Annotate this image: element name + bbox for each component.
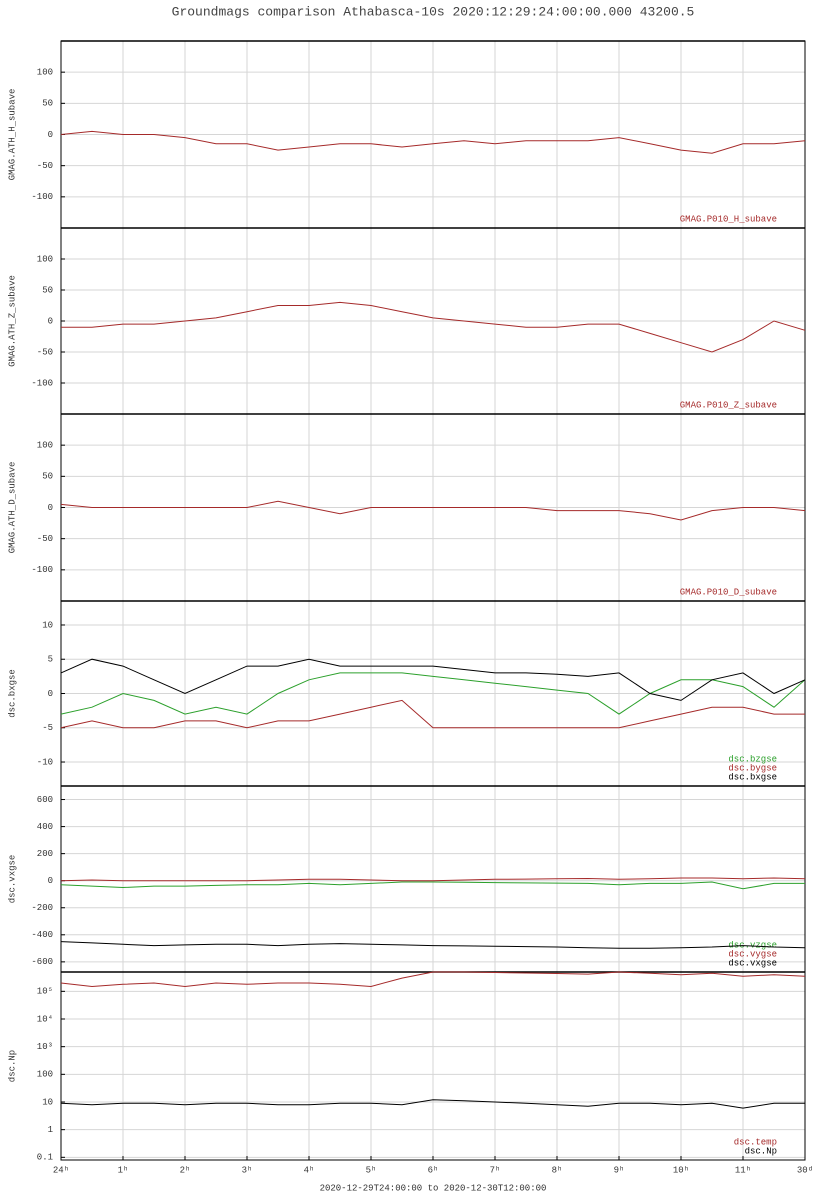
legend-entry: dsc.Np [745,1146,777,1156]
y-tick-label: 100 [37,441,53,451]
chart-title: Groundmags comparison Athabasca-10s 2020… [172,4,695,19]
y-tick-label: 400 [37,822,53,832]
y-tick-label: 50 [42,285,53,295]
y-tick-label: 200 [37,849,53,859]
legend-entry: GMAG.P010_Z_subave [680,400,777,410]
series-line [60,658,806,701]
legend-entry: GMAG.P010_D_subave [680,587,777,597]
y-axis-label: GMAG.ATH_Z_subave [7,275,17,367]
y-tick-label: -400 [31,930,53,940]
y-tick-label: 600 [37,795,53,805]
x-tick-label: 4ʰ [304,1165,315,1175]
x-tick-label: 9ʰ [614,1165,625,1175]
y-tick-label: -100 [31,378,53,388]
series-line [60,941,806,949]
series-line [60,500,806,521]
series-line [61,301,806,353]
legend-entry: dsc.bygse [728,763,777,773]
y-tick-label: 100 [37,68,53,78]
y-tick-label: 0 [48,503,53,513]
y-tick-label: 10 [42,620,53,630]
legend-entry: dsc.bzgse [728,754,777,764]
x-axis-label: 2020-12-29T24:00:00 to 2020-12-30T12:00:… [320,1183,547,1193]
legend-entry: dsc.vxgse [728,958,777,968]
y-tick-label: 0 [48,130,53,140]
legend-entry: GMAG.P010_H_subave [680,214,777,224]
y-axis-label: GMAG.ATH_D_subave [7,462,17,554]
y-tick-label: -50 [37,347,53,357]
x-tick-label: 5ʰ [366,1165,377,1175]
x-tick-label: 3ʰ [242,1165,253,1175]
series-line [60,1099,805,1109]
y-tick-label: 50 [42,99,53,109]
y-axis-label: dsc.bxgse [7,669,17,718]
legend-entry: dsc.temp [734,1137,777,1147]
x-tick-label: 8ʰ [552,1165,563,1175]
y-tick-label: -10 [37,757,53,767]
series-line [60,877,806,882]
series-line [60,881,805,890]
y-tick-label: -200 [31,903,53,913]
y-axis-label: dsc.Np [7,1050,17,1082]
legend-entry: dsc.bxgse [728,772,777,782]
y-tick-label: -100 [31,565,53,575]
x-tick-label: 7ʰ [490,1165,501,1175]
y-axis-label: dsc.vxgse [7,855,17,904]
y-tick-label: 100 [37,1070,53,1080]
x-tick-label: 30ᵈ [797,1165,813,1175]
series-line [60,699,805,729]
x-tick-label: 1ʰ [118,1165,129,1175]
y-tick-label: -5 [42,723,53,733]
y-tick-label: -600 [31,957,53,967]
y-tick-label: -50 [37,534,53,544]
y-tick-label: -50 [37,161,53,171]
y-tick-label: -100 [31,192,53,202]
x-tick-label: 24ʰ [53,1165,69,1175]
y-tick-label: 5 [48,655,53,665]
y-tick-label: 0.1 [37,1153,53,1163]
y-tick-label: 100 [37,254,53,264]
y-tick-label: 50 [42,472,53,482]
x-tick-label: 2ʰ [180,1165,191,1175]
x-tick-label: 11ʰ [735,1165,751,1175]
y-tick-label: 10³ [37,1042,53,1052]
y-axis-label: GMAG.ATH_H_subave [7,89,17,181]
legend-entry: dsc.vzgse [728,940,777,950]
y-tick-label: 10⁴ [37,1013,53,1024]
legend-entry: dsc.vygse [728,949,777,959]
y-tick-label: 0 [48,876,53,886]
x-tick-label: 6ʰ [428,1165,439,1175]
series-line [60,971,806,988]
series-line [60,130,806,154]
y-tick-label: 0 [48,316,53,326]
y-tick-label: 1 [48,1125,53,1135]
y-tick-label: 10⁵ [37,987,53,997]
x-tick-label: 10ʰ [673,1165,689,1175]
y-tick-label: 10 [42,1097,53,1107]
y-tick-label: 0 [48,689,53,699]
series-line [60,672,806,715]
